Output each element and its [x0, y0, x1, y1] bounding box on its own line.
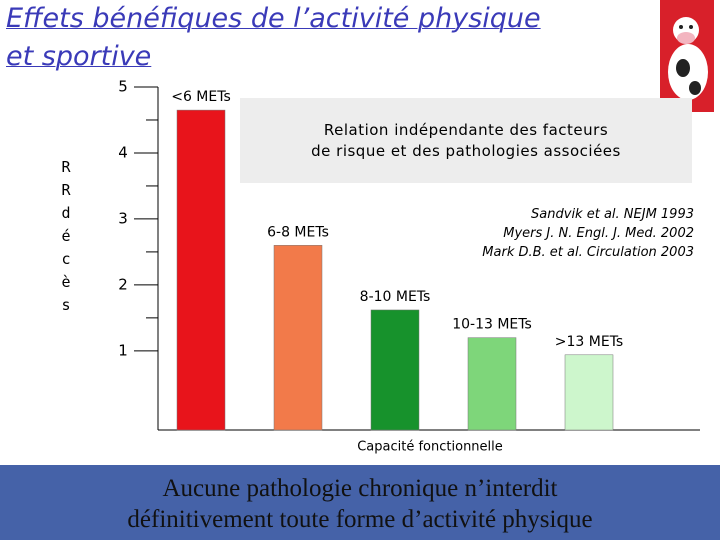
y-tick-label: 2 [118, 275, 128, 293]
annotation-line: de risque et des pathologies associées [311, 141, 621, 160]
reference: Sandvik et al. NEJM 1993 [531, 207, 694, 222]
bar [564, 354, 614, 431]
category-label: >13 METs [555, 334, 623, 350]
annotation-line: Relation indépendante des facteurs [323, 120, 609, 139]
footer-line: définitivement toute forme d’activité ph… [127, 506, 593, 533]
bar [467, 337, 517, 431]
y-tick-label: 3 [118, 209, 128, 227]
x-axis-label: Capacité fonctionnelle [357, 440, 503, 455]
footer-banner: Aucune pathologie chronique n’interdit d… [0, 465, 720, 540]
reference: Mark D.B. et al. Circulation 2003 [482, 245, 694, 260]
y-tick-label: 1 [118, 341, 128, 359]
title-line: et sportive [6, 41, 152, 72]
reference: Myers J. N. Engl. J. Med. 2002 [503, 226, 694, 241]
y-tick-label: 4 [118, 143, 128, 161]
title-line: Effets bénéfiques de l’activité physique [6, 3, 541, 34]
bar [176, 109, 226, 431]
bar [370, 309, 420, 431]
category-label: 6-8 METs [267, 224, 329, 240]
slide-title: Effets bénéfiques de l’activité physique… [6, 0, 541, 76]
chart: 5 4 3 2 1 Capacité fonctionnelle <6 METs 6-8 ME… [118, 0, 714, 455]
references: Sandvik et al. NEJM 1993 Myers J. N. Eng… [482, 205, 694, 262]
annotation: Relation indépendante des facteurs de ri… [240, 98, 692, 183]
bar [273, 245, 323, 431]
y-axis-label: RR décès [61, 158, 80, 314]
cow-logo [660, 0, 714, 112]
category-label: 8-10 METs [360, 289, 431, 305]
footer-line: Aucune pathologie chronique n’interdit [162, 475, 558, 502]
y-tick-label: 5 [118, 78, 128, 96]
category-label: <6 METs [171, 89, 231, 105]
category-label: 10-13 METs [452, 317, 532, 333]
